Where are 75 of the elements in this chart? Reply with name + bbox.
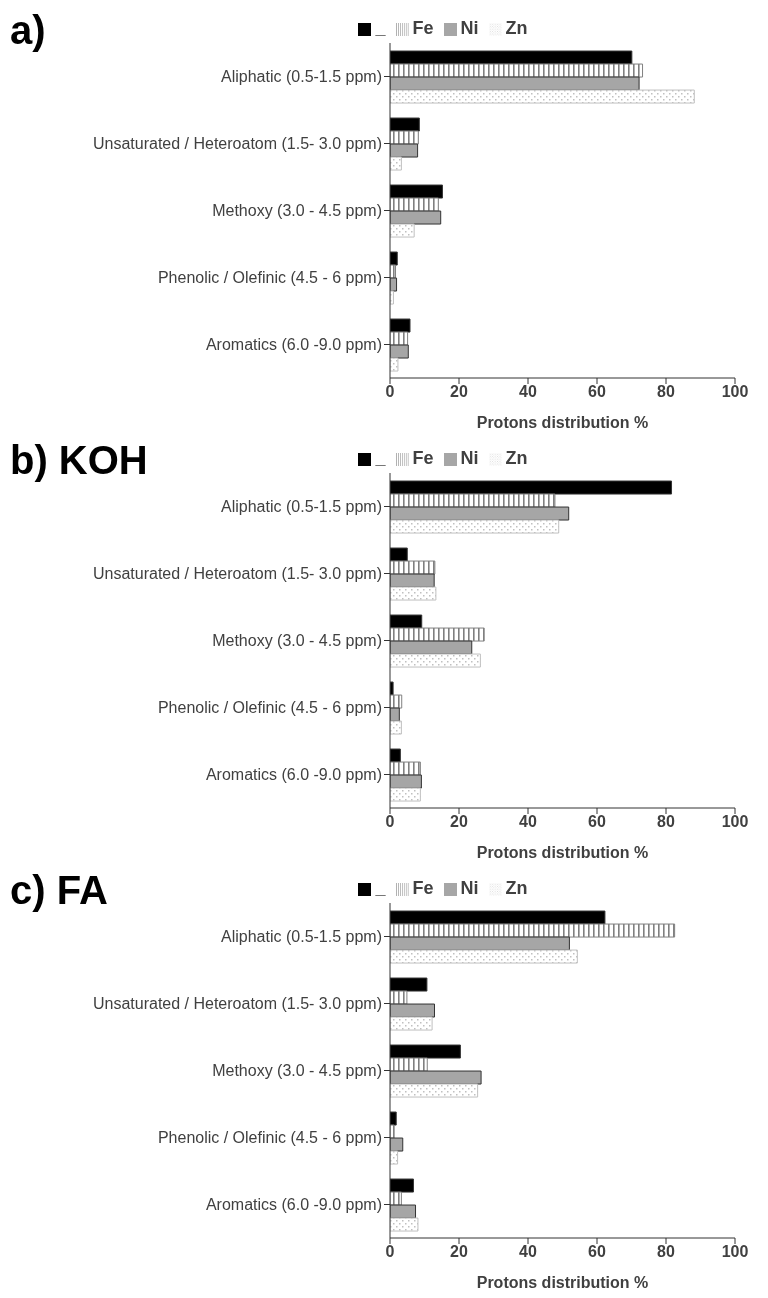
y-tick-label: Aliphatic (0.5-1.5 ppm): [221, 498, 382, 516]
y-tick-label: Unsaturated / Heteroatom (1.5- 3.0 ppm): [92, 135, 382, 153]
y-tick-label: Aromatics (6.0 -9.0 ppm): [205, 336, 382, 354]
legend-label: Ni: [460, 878, 479, 898]
x-tick-label: 80: [657, 1243, 675, 1261]
bar: [390, 1016, 433, 1031]
x-tick-label: 60: [588, 813, 606, 831]
legend-label: Zn: [505, 878, 528, 898]
x-tick-label: 20: [450, 1243, 468, 1261]
bar: [390, 89, 695, 104]
bar: [390, 990, 408, 1005]
legend-label: _: [375, 18, 386, 38]
text: a): [10, 8, 46, 53]
text: c) FA: [10, 868, 108, 913]
x-tick-label: 100: [721, 1243, 749, 1261]
bar: [390, 493, 556, 508]
y-tick-label: Aliphatic (0.5-1.5 ppm): [221, 68, 382, 86]
bar: [390, 1057, 428, 1072]
bar: [390, 130, 419, 145]
x-tick-label: 0: [385, 813, 395, 831]
x-tick-label: 100: [721, 813, 749, 831]
bar: [390, 627, 485, 642]
bar: [390, 653, 481, 668]
legend-label: Ni: [460, 18, 479, 38]
chart-title: b) KOH: [10, 438, 148, 483]
bar: [390, 156, 402, 171]
x-axis-title: Protons distribution %: [476, 414, 649, 431]
y-tick-label: Unsaturated / Heteroatom (1.5- 3.0 ppm): [92, 565, 382, 583]
x-tick-label: 80: [657, 813, 675, 831]
bar: [390, 519, 560, 534]
x-tick-label: 100: [721, 383, 749, 401]
bar: [390, 1217, 419, 1232]
x-tick-label: 40: [519, 1243, 537, 1261]
bar: [390, 560, 436, 575]
y-tick-label: Phenolic / Olefinic (4.5 - 6 ppm): [157, 1129, 382, 1147]
legend-label: Zn: [505, 448, 528, 468]
bar: [390, 1150, 399, 1165]
x-tick-label: 40: [519, 813, 537, 831]
bar: [390, 357, 399, 372]
y-tick-label: Methoxy (3.0 - 4.5 ppm): [212, 1062, 382, 1080]
x-axis-title: Protons distribution %: [476, 1274, 649, 1291]
x-tick-label: 0: [385, 383, 395, 401]
x-tick-label: 40: [519, 383, 537, 401]
y-tick-label: Aliphatic (0.5-1.5 ppm): [221, 928, 382, 946]
y-tick-label: Phenolic / Olefinic (4.5 - 6 ppm): [157, 269, 382, 287]
bar: [390, 223, 415, 238]
bar: [390, 761, 421, 776]
x-tick-label: 0: [385, 1243, 395, 1261]
y-tick-label: Unsaturated / Heteroatom (1.5- 3.0 ppm): [92, 995, 382, 1013]
bar: [390, 63, 644, 78]
y-tick-label: Methoxy (3.0 - 4.5 ppm): [212, 202, 382, 220]
y-tick-label: Phenolic / Olefinic (4.5 - 6 ppm): [157, 699, 382, 717]
legend-label: Ni: [460, 448, 479, 468]
x-tick-label: 80: [657, 383, 675, 401]
bar: [390, 720, 402, 735]
x-axis-title: Protons distribution %: [476, 844, 649, 861]
bar: [390, 923, 676, 938]
y-tick-label: Aromatics (6.0 -9.0 ppm): [205, 1196, 382, 1214]
bar: [390, 586, 437, 601]
x-tick-label: 60: [588, 383, 606, 401]
legend-label: Zn: [505, 18, 528, 38]
legend-label: _: [375, 448, 386, 468]
x-tick-label: 20: [450, 383, 468, 401]
legend-label: Fe: [412, 878, 434, 898]
bar: [390, 949, 578, 964]
legend-label: Fe: [412, 18, 434, 38]
bar: [390, 787, 421, 802]
bar: [390, 197, 439, 212]
x-tick-label: 20: [450, 813, 468, 831]
y-tick-label: Aromatics (6.0 -9.0 ppm): [205, 766, 382, 784]
legend-label: _: [375, 878, 386, 898]
bar: [390, 1083, 479, 1098]
x-tick-label: 60: [588, 1243, 606, 1261]
legend-label: Fe: [412, 448, 434, 468]
y-tick-label: Methoxy (3.0 - 4.5 ppm): [212, 632, 382, 650]
